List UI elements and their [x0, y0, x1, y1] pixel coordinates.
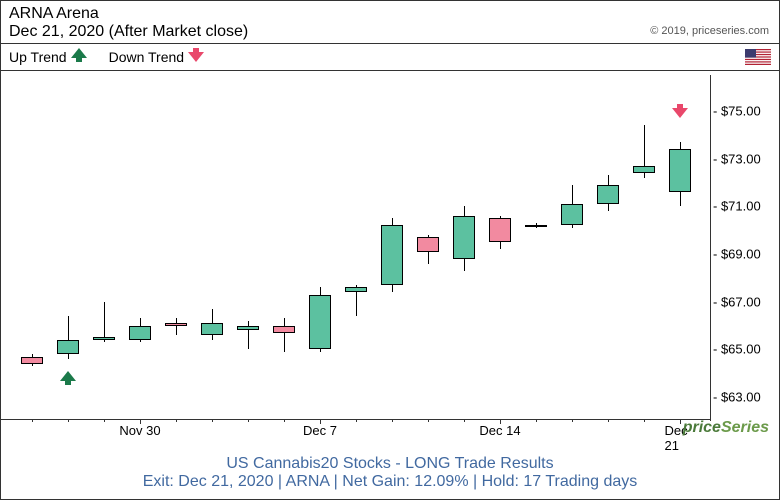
brand-prefix: price: [683, 419, 721, 436]
candle-body: [489, 218, 511, 242]
candle-body: [129, 326, 151, 340]
x-axis: Nov 30Dec 7Dec 14Dec 21: [1, 419, 711, 439]
candle-body: [669, 149, 691, 192]
y-tick-label: - $75.00: [713, 103, 761, 118]
candle-body: [525, 225, 547, 227]
brand-suffix: Series: [721, 419, 769, 436]
legend-up-label: Up Trend: [9, 49, 67, 65]
candle-body: [417, 237, 439, 251]
legend-down-label: Down Trend: [109, 49, 184, 65]
candle-wick: [104, 302, 105, 343]
candle-wick: [176, 318, 177, 335]
ticker-title: ARNA Arena: [9, 5, 771, 23]
candle-body: [21, 357, 43, 364]
x-tick-label: Dec 7: [303, 423, 337, 438]
candle-body: [93, 337, 115, 339]
y-tick-label: - $73.00: [713, 151, 761, 166]
candle-body: [633, 166, 655, 173]
us-flag-icon: [745, 49, 771, 65]
candle-body: [57, 340, 79, 354]
candle-body: [309, 295, 331, 350]
plot-area: [1, 75, 711, 421]
candle-body: [453, 216, 475, 259]
candle-body: [201, 323, 223, 335]
footer-line-1: US Cannabis20 Stocks - LONG Trade Result…: [1, 455, 779, 473]
x-tick-label: Nov 30: [119, 423, 160, 438]
y-tick-label: - $71.00: [713, 199, 761, 214]
x-tick-label: Dec 14: [479, 423, 520, 438]
legend-bar: Up Trend Down Trend: [1, 43, 779, 71]
up-trend-marker: [60, 371, 76, 390]
chart-footer: US Cannabis20 Stocks - LONG Trade Result…: [1, 449, 779, 499]
candle-body: [237, 326, 259, 331]
down-trend-marker: [672, 104, 688, 123]
y-tick-label: - $69.00: [713, 246, 761, 261]
y-axis-labels: - $63.00 - $65.00 - $67.00 - $69.00 - $71.00…: [709, 75, 779, 421]
candle-body: [273, 326, 295, 333]
chart-container: ARNA Arena Dec 21, 2020 (After Market cl…: [0, 0, 780, 500]
y-tick-label: - $63.00: [713, 390, 761, 405]
candle-body: [597, 185, 619, 204]
candle-body: [381, 225, 403, 285]
y-tick-label: - $67.00: [713, 294, 761, 309]
down-trend-icon: [188, 48, 204, 67]
candle-body: [345, 287, 367, 292]
footer-line-2: Exit: Dec 21, 2020 | ARNA | Net Gain: 12…: [1, 473, 779, 491]
brand-watermark: priceSeries: [683, 419, 769, 437]
y-tick-label: - $65.00: [713, 342, 761, 357]
candle-wick: [284, 318, 285, 351]
candle-body: [561, 204, 583, 225]
copyright-text: © 2019, priceseries.com: [650, 25, 769, 37]
candle-body: [165, 323, 187, 325]
up-trend-icon: [71, 48, 87, 67]
